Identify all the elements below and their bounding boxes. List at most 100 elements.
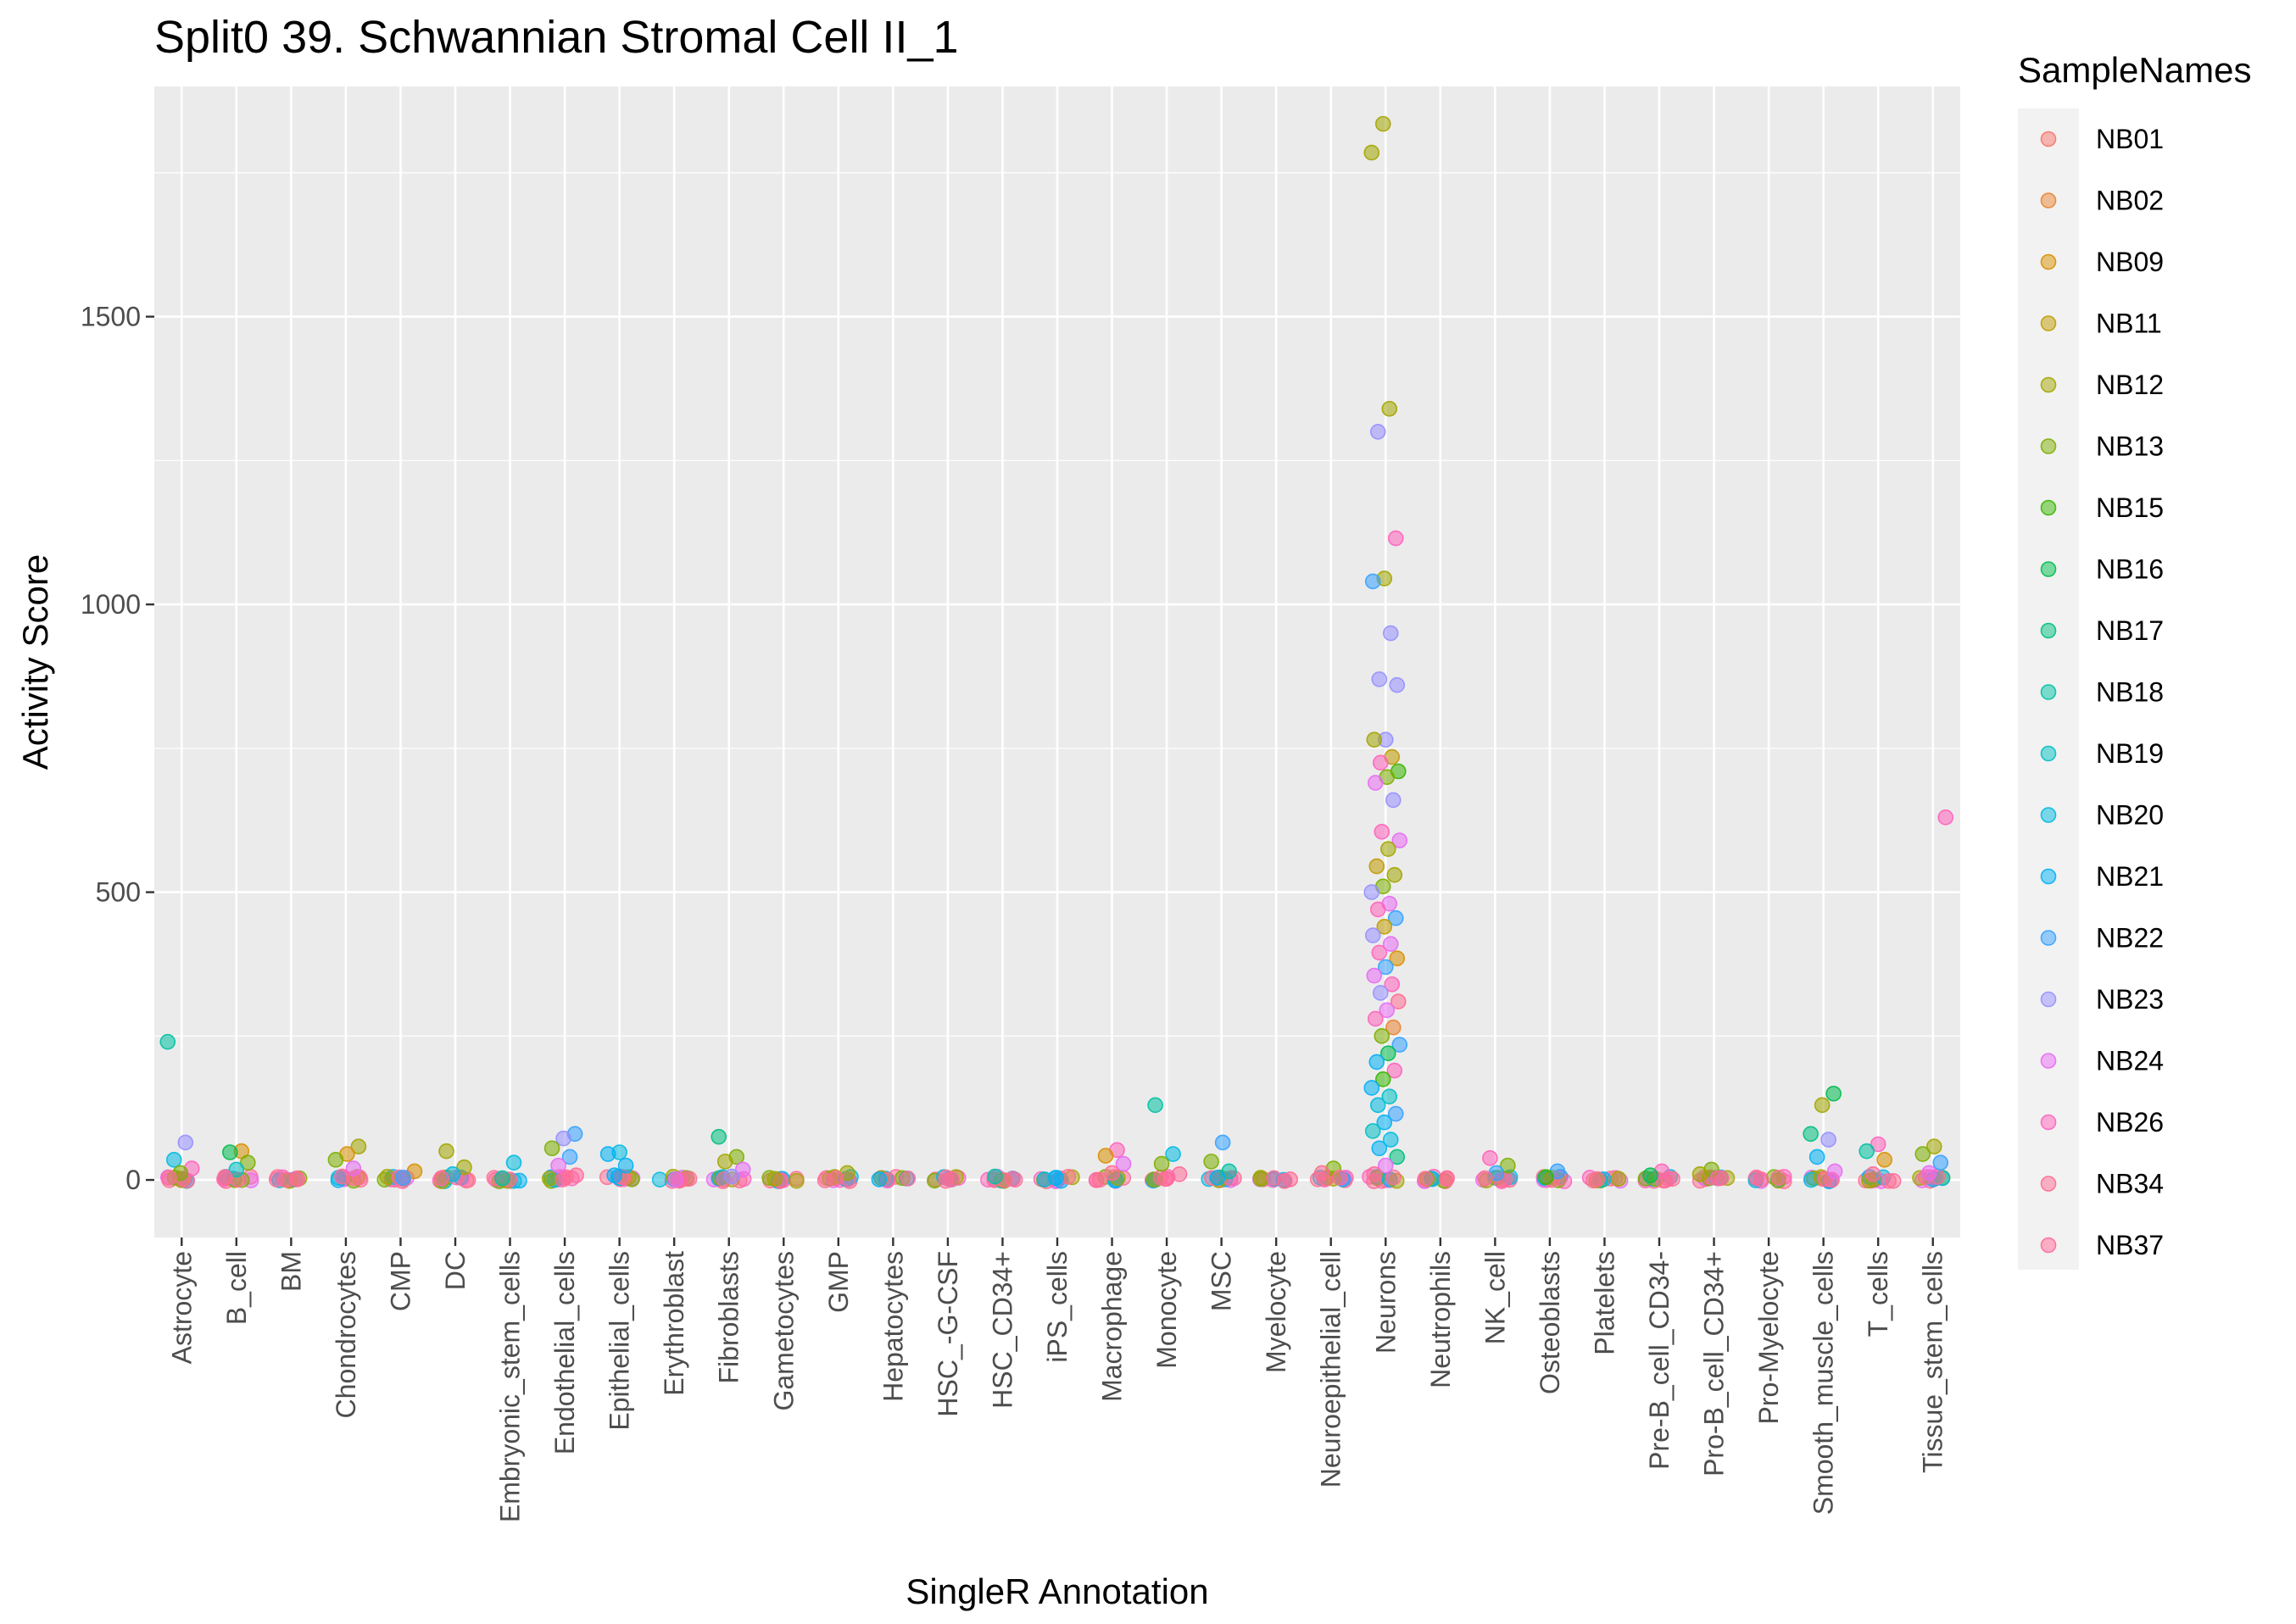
data-point bbox=[1147, 1097, 1163, 1114]
data-point bbox=[1252, 1170, 1269, 1186]
legend-label: NB16 bbox=[2096, 554, 2164, 585]
data-point bbox=[1589, 1171, 1606, 1187]
legend-label: NB11 bbox=[2096, 309, 2162, 339]
chart-title: Split0 39. Schwannian Stromal Cell II_1 bbox=[154, 12, 959, 63]
data-point bbox=[1439, 1171, 1455, 1187]
legend-key bbox=[2040, 499, 2057, 516]
data-point bbox=[1387, 1105, 1404, 1122]
data-point bbox=[1374, 1071, 1391, 1087]
data-point bbox=[789, 1172, 805, 1189]
data-point bbox=[1826, 1163, 1843, 1180]
data-point bbox=[228, 1161, 245, 1178]
data-point bbox=[1374, 1028, 1390, 1044]
legend-key bbox=[2040, 1237, 2057, 1254]
legend-label: NB21 bbox=[2096, 861, 2164, 892]
x-tick-label: Neuroepithelial_cell bbox=[1316, 1251, 1346, 1488]
data-point bbox=[1920, 1165, 1937, 1182]
data-point bbox=[1389, 676, 1406, 693]
legend-label: NB09 bbox=[2096, 247, 2164, 277]
data-point bbox=[1372, 754, 1389, 771]
data-point bbox=[1385, 792, 1402, 809]
legend-label: NB01 bbox=[2096, 124, 2164, 154]
data-point bbox=[871, 1171, 888, 1187]
legend-label: NB19 bbox=[2096, 738, 2164, 769]
x-tick-label: Pre-B_cell_CD34- bbox=[1644, 1251, 1675, 1470]
data-point bbox=[1808, 1148, 1825, 1165]
legend: SampleNames NB01 NB02 NB09 NB11 NB12 NB13 NB15… bbox=[2018, 50, 2251, 1270]
data-point bbox=[1386, 1062, 1403, 1079]
data-point bbox=[1366, 731, 1383, 748]
x-tick-label: GMP bbox=[823, 1251, 854, 1313]
legend-key bbox=[2040, 131, 2057, 147]
x-tick-label: CMP bbox=[385, 1251, 415, 1311]
data-point bbox=[1371, 944, 1388, 961]
data-points bbox=[159, 115, 1954, 1190]
data-point bbox=[900, 1171, 917, 1187]
legend-label: NB18 bbox=[2096, 677, 2164, 708]
data-point bbox=[1385, 1019, 1402, 1036]
x-tick-label: Myelocyte bbox=[1261, 1251, 1291, 1373]
data-point bbox=[1482, 1149, 1498, 1166]
x-tick-label: Pro-Myelocyte bbox=[1753, 1251, 1784, 1425]
legend-label: NB13 bbox=[2096, 431, 2164, 462]
data-point bbox=[828, 1170, 844, 1187]
legend-key bbox=[2040, 1114, 2057, 1131]
data-point bbox=[1374, 824, 1390, 840]
data-point bbox=[1371, 671, 1388, 687]
data-point bbox=[1369, 901, 1386, 918]
data-point bbox=[1376, 919, 1393, 935]
data-point bbox=[1036, 1171, 1053, 1187]
data-point bbox=[1367, 1010, 1384, 1027]
data-point bbox=[1870, 1136, 1886, 1153]
x-tick-label: Chondrocytes bbox=[331, 1251, 361, 1418]
x-tick-label: Osteoblasts bbox=[1535, 1251, 1565, 1394]
data-point bbox=[1386, 866, 1403, 883]
data-point bbox=[1691, 1166, 1708, 1182]
legend-key bbox=[2040, 745, 2057, 762]
y-axis: 0 500 1000 1500 bbox=[81, 302, 154, 1195]
data-point bbox=[1376, 1114, 1393, 1131]
data-point bbox=[1709, 1170, 1726, 1187]
data-point bbox=[1382, 936, 1399, 953]
data-point bbox=[987, 1168, 1003, 1185]
data-point bbox=[1367, 775, 1384, 791]
x-tick-label: Platelets bbox=[1589, 1251, 1619, 1355]
x-tick-label: Endothelial_cells bbox=[549, 1251, 580, 1454]
data-point bbox=[1366, 1166, 1383, 1182]
data-point bbox=[1385, 1169, 1402, 1186]
legend-label: NB37 bbox=[2096, 1230, 2164, 1260]
data-point bbox=[217, 1169, 233, 1186]
x-tick-label: Erythroblast bbox=[659, 1251, 689, 1396]
data-point bbox=[1165, 1146, 1181, 1162]
data-point bbox=[1203, 1154, 1219, 1170]
data-point bbox=[555, 1130, 571, 1147]
data-point bbox=[1389, 1148, 1406, 1165]
data-point bbox=[1209, 1170, 1226, 1186]
x-tick-label: HSC_CD34+ bbox=[987, 1251, 1017, 1409]
data-point bbox=[1753, 1171, 1769, 1187]
data-point bbox=[1115, 1155, 1132, 1172]
x-tick-label: B_cell bbox=[221, 1251, 252, 1325]
x-tick-label: Smooth_muscle_cells bbox=[1808, 1251, 1839, 1515]
data-point bbox=[1371, 1140, 1388, 1157]
data-point bbox=[334, 1168, 350, 1185]
data-point bbox=[1859, 1143, 1875, 1160]
data-point bbox=[159, 1033, 176, 1050]
x-tick-label: Neurons bbox=[1370, 1251, 1401, 1354]
legend-label: NB15 bbox=[2096, 492, 2164, 523]
data-point bbox=[723, 1168, 740, 1185]
legend-key bbox=[2040, 376, 2057, 393]
data-point bbox=[568, 1167, 584, 1183]
y-tick-label: 0 bbox=[125, 1165, 141, 1195]
data-point bbox=[1282, 1171, 1298, 1187]
data-point bbox=[711, 1128, 727, 1145]
x-tick-label: Pro-B_cell_CD34+ bbox=[1699, 1251, 1730, 1477]
data-point bbox=[1382, 625, 1399, 642]
legend-key bbox=[2040, 561, 2057, 577]
legend-label: NB23 bbox=[2096, 984, 2164, 1015]
data-point bbox=[1214, 1134, 1231, 1151]
legend-key bbox=[2040, 1053, 2057, 1069]
data-point bbox=[1097, 1148, 1114, 1164]
data-point bbox=[1387, 530, 1404, 547]
data-point bbox=[667, 1171, 683, 1187]
